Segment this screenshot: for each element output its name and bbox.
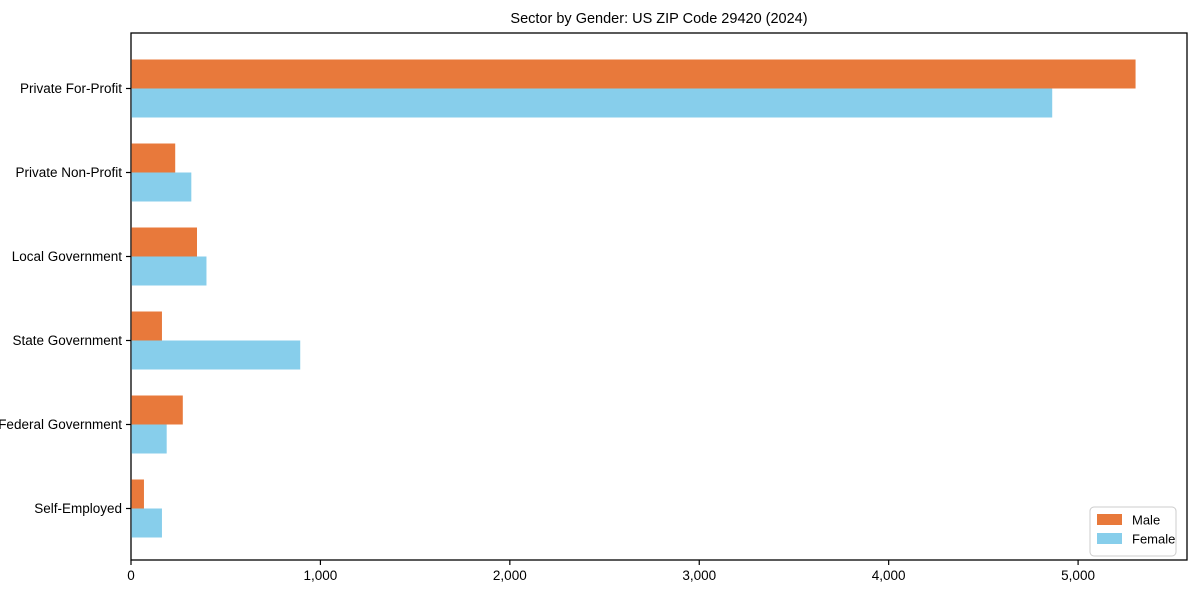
legend-label-male: Male [1132,513,1160,528]
plot-border [130,32,1188,561]
bar-male-private-for-profit [131,59,1136,89]
y-axis: Private For-Profit Private Non-Profit Loca… [0,81,131,516]
legend-swatch-female [1097,533,1122,544]
chart-title: Sector by Gender: US ZIP Code 29420 (202… [510,11,808,27]
bar-female-private-for-profit [131,88,1053,118]
bar-female-federal-government [131,424,167,454]
bar-male-federal-government [131,395,183,425]
y-tick-label: Federal Government [0,417,122,432]
bar-male-self-employed [131,479,144,509]
x-tick-label: 2,000 [493,568,527,583]
bar-female-private-non-profit [131,172,192,202]
y-tick-label: Private For-Profit [20,81,122,96]
y-tick-label: Self-Employed [34,501,122,516]
bar-female-local-government [131,256,207,286]
bar-female-self-employed [131,508,162,538]
x-tick-label: 1,000 [304,568,338,583]
x-axis: 0 1,000 2,000 3,000 4,000 5,000 [127,560,1095,583]
x-tick-label: 4,000 [872,568,906,583]
legend: Male Female [1089,506,1177,557]
y-tick-label: Local Government [12,249,123,264]
x-tick-label: 5,000 [1061,568,1095,583]
legend-label-female: Female [1132,532,1175,547]
bar-male-state-government [131,311,162,341]
bar-male-local-government [131,227,197,257]
y-tick-label: Private Non-Profit [15,165,122,180]
x-tick-label: 0 [127,568,135,583]
legend-swatch-male [1097,514,1122,525]
bar-male-private-non-profit [131,143,176,173]
bar-female-state-government [131,340,301,370]
y-tick-label: State Government [12,333,122,348]
x-tick-label: 3,000 [682,568,716,583]
bars-group [131,59,1136,538]
